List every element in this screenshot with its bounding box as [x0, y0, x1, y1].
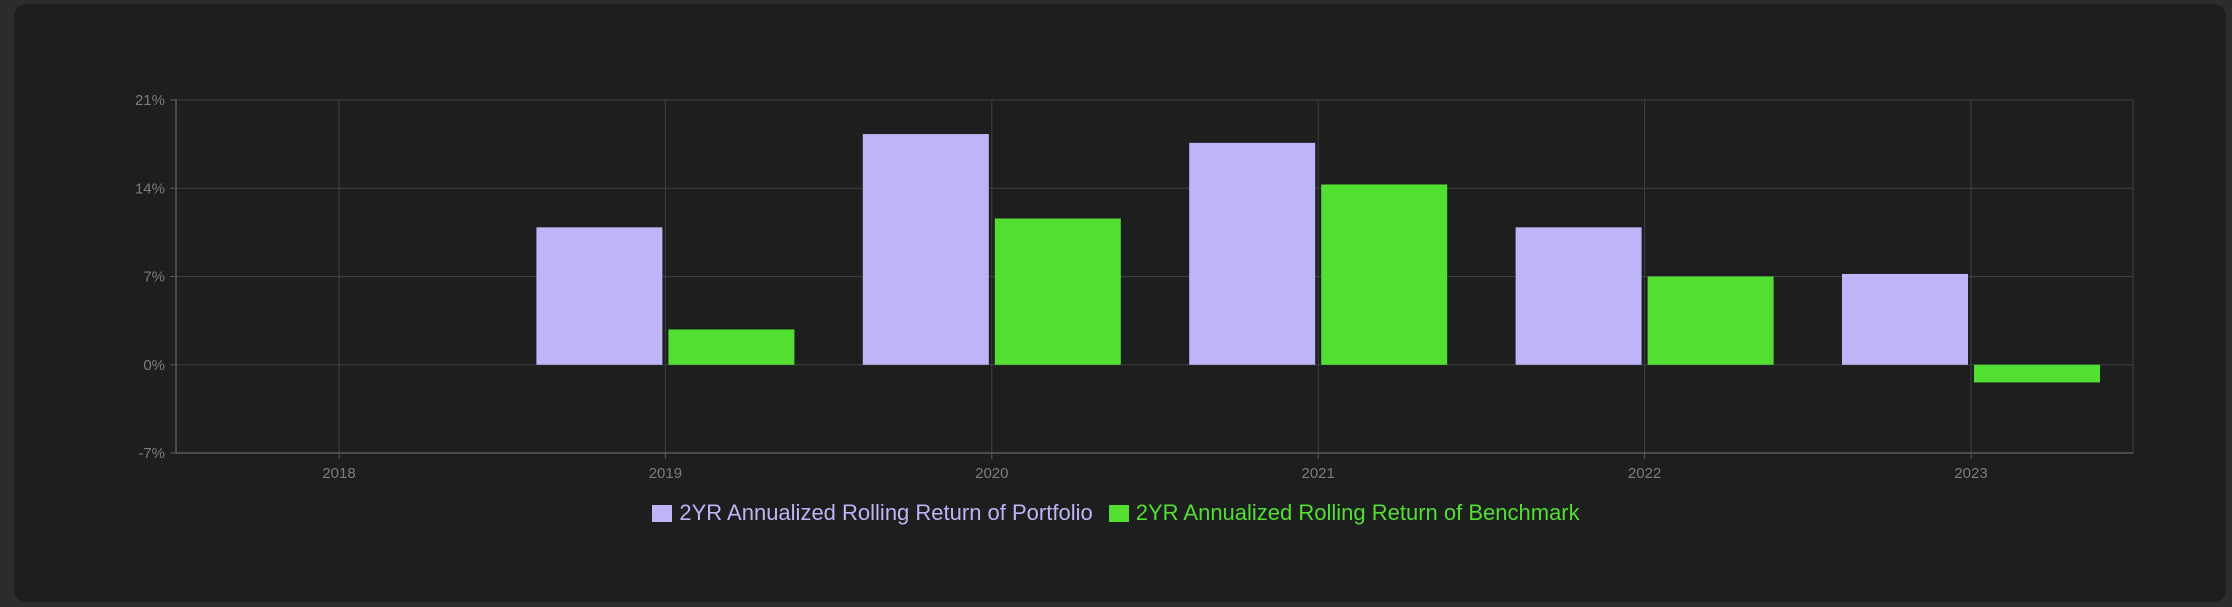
x-tick-label: 2019 [649, 465, 682, 482]
bar-benchmark-2021 [1321, 184, 1448, 365]
x-tick-label: 2018 [322, 465, 355, 482]
x-tick-label: 2021 [1302, 465, 1335, 482]
bar-benchmark-2020 [994, 218, 1121, 365]
bar-portfolio-2019 [536, 227, 663, 365]
bar-benchmark-2023 [1974, 364, 2100, 383]
legend-swatch-portfolio [652, 504, 673, 522]
y-tick-label: 0% [143, 357, 165, 374]
bar-portfolio-2020 [862, 134, 989, 365]
legend-label-benchmark: 2YR Annualized Rolling Return of Benchma… [1135, 500, 1580, 525]
y-tick-label: 7% [143, 269, 165, 286]
x-tick-label: 2022 [1628, 465, 1661, 482]
legend-swatch-benchmark [1108, 504, 1129, 522]
x-tick-label: 2020 [975, 465, 1008, 482]
y-tick-labels: -7% 0% 7% 14% 21% [135, 92, 165, 462]
legend-item-portfolio[interactable]: 2YR Annualized Rolling Return of Portfol… [652, 500, 1093, 526]
y-tick-label: 14% [135, 180, 165, 197]
bar-portfolio-2023 [1842, 273, 1968, 365]
x-tick-label: 2023 [1954, 465, 1987, 482]
bars [536, 134, 2100, 383]
x-tick-labels: 2018 2019 2020 2021 2022 2023 [322, 465, 1987, 482]
legend: 2YR Annualized Rolling Return of Portfol… [0, 500, 2232, 526]
bar-portfolio-2021 [1189, 142, 1316, 365]
axes [170, 99, 2133, 459]
bar-benchmark-2019 [668, 329, 795, 365]
y-tick-label: 21% [135, 92, 165, 109]
grid-lines [176, 99, 2134, 454]
legend-item-benchmark[interactable]: 2YR Annualized Rolling Return of Benchma… [1108, 500, 1580, 526]
y-tick-label: -7% [138, 445, 165, 462]
bar-portfolio-2022 [1515, 227, 1642, 365]
legend-label-portfolio: 2YR Annualized Rolling Return of Portfol… [679, 500, 1093, 525]
bar-benchmark-2022 [1647, 276, 1774, 365]
